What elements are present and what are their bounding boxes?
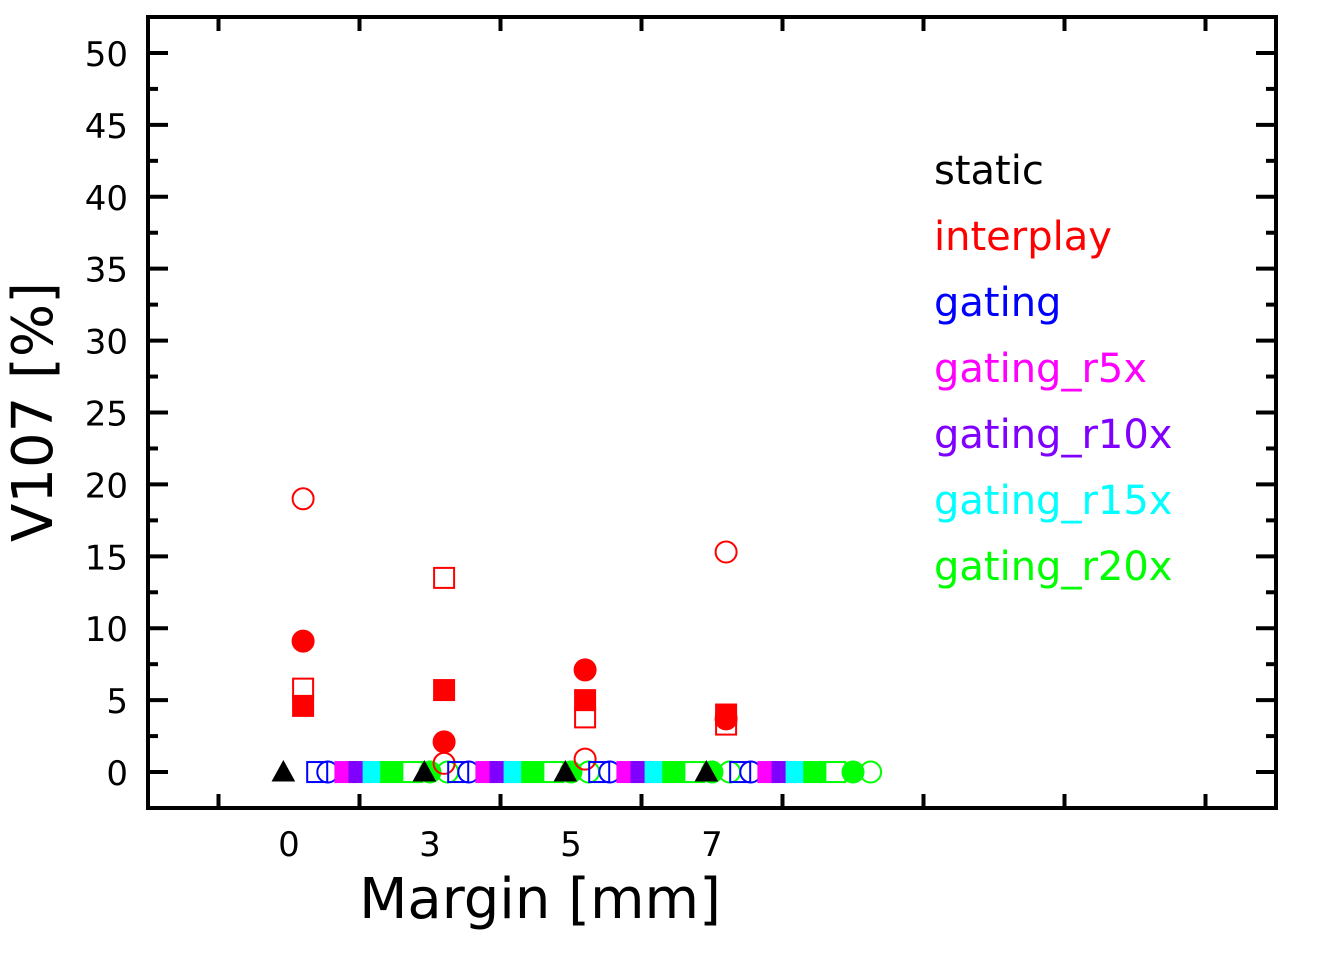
x-tick-labels: 0 3 5 7	[278, 825, 723, 865]
legend-entry: gating	[934, 280, 1061, 326]
legend-entry: gating_r10x	[934, 412, 1172, 458]
y-tick-label: 20	[85, 466, 128, 506]
data-point	[662, 761, 685, 784]
legend-entry: gating_r15x	[934, 478, 1172, 524]
data-point	[588, 761, 611, 784]
x-tick-label: 5	[560, 825, 582, 865]
data-point	[729, 761, 752, 784]
x-tick-label: 0	[278, 825, 300, 865]
data-point	[412, 760, 437, 782]
data-point	[574, 689, 597, 712]
data-point	[432, 751, 456, 775]
data-point	[291, 487, 315, 511]
legend-entry: static	[934, 148, 1044, 194]
legend: static interplay gating gating_r5x gating_r1…	[934, 148, 1172, 590]
data-point	[715, 713, 738, 736]
data-point	[432, 730, 456, 754]
y-tick-labels: 0 5 10 15 20 25 30 35 40 45 50	[85, 35, 128, 794]
x-tick-label: 3	[419, 825, 441, 865]
data-point	[447, 761, 470, 784]
data-point	[714, 707, 738, 731]
y-tick-label: 40	[85, 179, 128, 219]
axis-ticks	[148, 17, 1276, 808]
legend-entry: gating_r5x	[934, 346, 1147, 392]
data-point	[306, 761, 329, 784]
y-tick-label: 15	[85, 538, 128, 578]
data-point	[433, 566, 456, 589]
data-point	[803, 761, 826, 784]
y-tick-label: 0	[106, 754, 128, 794]
data-point	[433, 679, 456, 702]
y-tick-label: 5	[106, 682, 128, 722]
data-point	[271, 760, 296, 782]
data-point	[859, 760, 883, 784]
data-point	[291, 629, 315, 653]
x-tick-label: 7	[701, 825, 723, 865]
y-tick-label: 30	[85, 323, 128, 363]
data-point	[292, 694, 315, 717]
x-axis-title: Margin [mm]	[359, 867, 721, 932]
y-tick-label: 50	[85, 35, 128, 75]
y-tick-label: 10	[85, 610, 128, 650]
data-point	[694, 760, 719, 782]
y-tick-label: 25	[85, 395, 128, 435]
data-points	[271, 487, 883, 784]
y-tick-label: 45	[85, 107, 128, 147]
data-point	[521, 761, 544, 784]
data-point	[573, 658, 597, 682]
data-point	[841, 760, 865, 784]
data-point	[573, 747, 597, 771]
data-point	[714, 540, 738, 564]
y-tick-label: 35	[85, 251, 128, 291]
legend-entry: interplay	[934, 214, 1112, 260]
data-point	[574, 706, 597, 729]
data-point	[553, 760, 578, 782]
data-point	[380, 761, 403, 784]
legend-entry: gating_r20x	[934, 544, 1172, 590]
y-axis-title: V107 [%]	[1, 282, 66, 542]
